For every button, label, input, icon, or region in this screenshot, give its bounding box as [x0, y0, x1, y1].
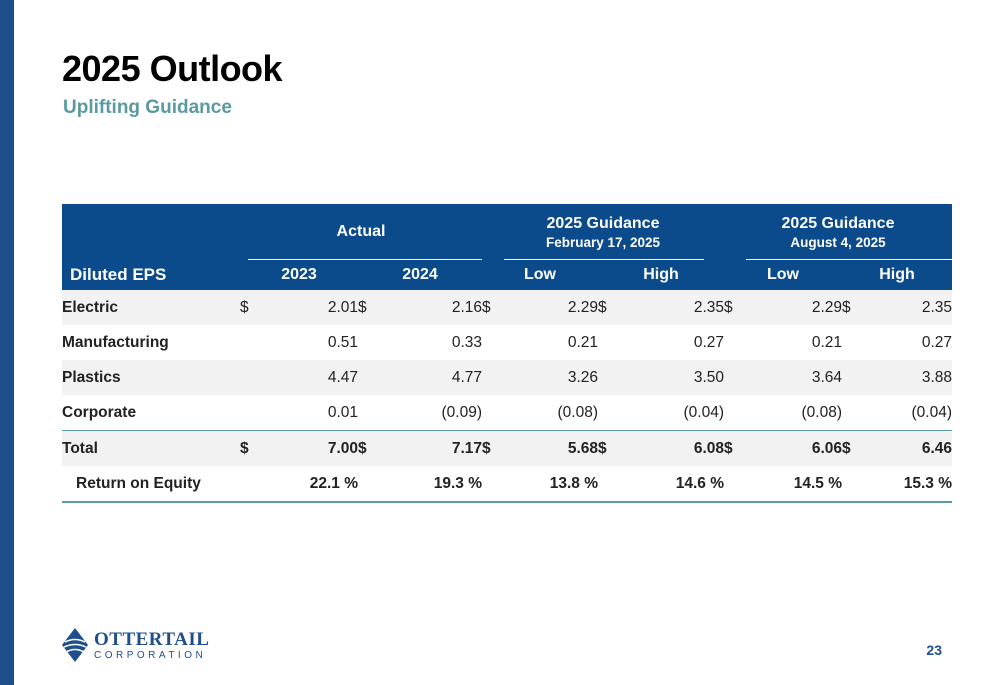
- row-header-label: Diluted EPS: [70, 265, 167, 284]
- cell: (0.08): [557, 403, 599, 421]
- logo-name: OTTERTAIL: [94, 628, 210, 650]
- row-label: Manufacturing: [62, 333, 169, 351]
- dollar-sign: $: [482, 430, 510, 466]
- cell: 2.35: [626, 290, 724, 325]
- eps-table: Actual 2025 Guidance February 17, 2025 2…: [62, 204, 952, 503]
- cell: 13.8 %: [510, 466, 598, 503]
- cell: 0.21: [567, 333, 598, 351]
- logo-corporation: CORPORATION: [94, 649, 207, 661]
- cell: 0.33: [451, 333, 482, 351]
- cell: 0.27: [693, 333, 724, 351]
- cell: 5.68: [510, 430, 598, 466]
- cell: 3.50: [626, 360, 724, 395]
- cell: 3.26: [510, 360, 598, 395]
- cell: 2.01: [268, 290, 358, 325]
- group-guidance-feb-title: 2025 Guidance: [546, 214, 660, 232]
- cell: 4.47: [268, 360, 358, 395]
- cell: (0.08): [801, 403, 843, 421]
- col-aug-high: High: [879, 266, 915, 283]
- cell: 2.29: [752, 290, 842, 325]
- cell: 0.21: [811, 333, 842, 351]
- page-subtitle: Uplifting Guidance: [63, 97, 232, 118]
- row-label: Electric: [62, 290, 240, 325]
- group-guidance-aug: 2025 Guidance August 4, 2025: [724, 204, 952, 260]
- cell: 0.01: [327, 403, 358, 421]
- dollar-sign: $: [598, 290, 626, 325]
- column-header-row: Diluted EPS 2023 2024 Low High Low High: [62, 260, 952, 290]
- cell: 4.77: [386, 360, 482, 395]
- col-aug-low: Low: [767, 266, 799, 283]
- row-label: Plastics: [62, 360, 240, 395]
- dollar-sign: $: [724, 290, 752, 325]
- table-row-plastics: Plastics 4.47 4.77 3.26 3.50 3.64 3.88: [62, 360, 952, 395]
- cell: 3.64: [752, 360, 842, 395]
- col-feb-low: Low: [524, 266, 556, 283]
- diamond-logo-icon: [62, 628, 88, 662]
- group-header-row: Actual 2025 Guidance February 17, 2025 2…: [62, 204, 952, 260]
- table-row-manufacturing: Manufacturing 0.51 0.33 0.21 0.27 0.21 0…: [62, 325, 952, 360]
- dollar-sign: $: [842, 430, 870, 466]
- cell: 15.3 %: [870, 466, 952, 503]
- dollar-sign: $: [358, 290, 386, 325]
- group-guidance-feb-date: February 17, 2025: [545, 234, 661, 250]
- row-label: Total: [62, 430, 240, 466]
- cell: 14.5 %: [752, 466, 842, 503]
- col-2023: 2023: [281, 266, 317, 283]
- cell: (0.09): [441, 403, 483, 421]
- group-actual: Actual: [240, 204, 482, 260]
- cell: 0.51: [327, 333, 358, 351]
- cell: 2.16: [386, 290, 482, 325]
- row-label: Corporate: [62, 403, 137, 421]
- group-guidance-aug-title: 2025 Guidance: [781, 214, 895, 232]
- table-row-corporate: Corporate 0.01 (0.09) (0.08) (0.04) (0.0…: [62, 395, 952, 431]
- cell: 6.46: [870, 430, 952, 466]
- cell: 19.3 %: [386, 466, 482, 503]
- col-2024: 2024: [402, 266, 438, 283]
- table-row-electric: Electric $2.01 $2.16 $2.29 $2.35 $2.29 $…: [62, 290, 952, 325]
- dollar-sign: $: [240, 290, 268, 325]
- cell: (0.04): [683, 403, 725, 421]
- cell: 2.35: [870, 290, 952, 325]
- cell: 14.6 %: [626, 466, 724, 503]
- dollar-sign: $: [358, 430, 386, 466]
- cell: 22.1 %: [268, 466, 358, 503]
- col-feb-high: High: [643, 266, 679, 283]
- table-row-roe: Return on Equity 22.1 % 19.3 % 13.8 % 14…: [62, 466, 952, 503]
- page-number: 23: [926, 642, 942, 658]
- cell: (0.04): [911, 403, 953, 421]
- dollar-sign: $: [842, 290, 870, 325]
- dollar-sign: $: [482, 290, 510, 325]
- dollar-sign: $: [598, 430, 626, 466]
- cell: 2.29: [510, 290, 598, 325]
- company-logo: OTTERTAIL CORPORATION: [62, 628, 209, 662]
- cell: 6.06: [752, 430, 842, 466]
- cell: 7.17: [386, 430, 482, 466]
- cell: 0.27: [921, 333, 952, 351]
- cell: 6.08: [626, 430, 724, 466]
- left-accent-bar: [0, 0, 14, 685]
- group-guidance-aug-date: August 4, 2025: [790, 234, 886, 250]
- page-title: 2025 Outlook: [62, 48, 283, 89]
- group-guidance-feb: 2025 Guidance February 17, 2025: [482, 204, 724, 260]
- cell: 7.00: [268, 430, 358, 466]
- table-row-total: Total $7.00 $7.17 $5.68 $6.08 $6.06 $6.4…: [62, 430, 952, 466]
- row-label: Return on Equity: [62, 466, 240, 503]
- dollar-sign: $: [724, 430, 752, 466]
- group-actual-label: Actual: [336, 223, 386, 240]
- cell: 3.88: [870, 360, 952, 395]
- dollar-sign: $: [240, 430, 268, 466]
